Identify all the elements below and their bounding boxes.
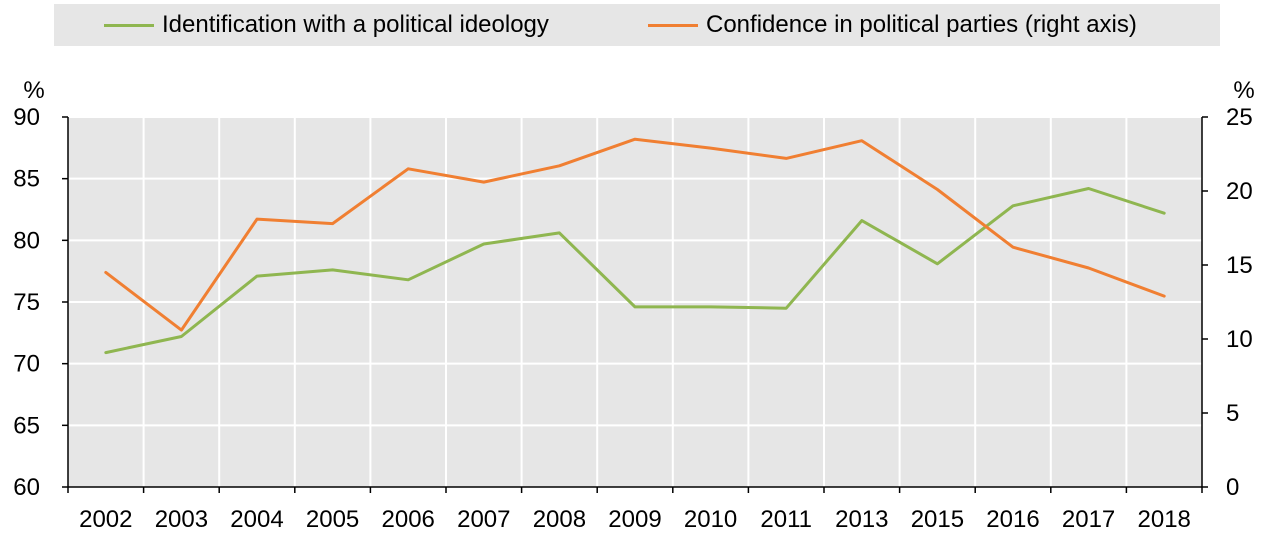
- x-tick-label: 2007: [457, 506, 510, 533]
- x-tick-label: 2013: [835, 506, 888, 533]
- legend-item-ideology: Identification with a political ideology: [104, 4, 549, 46]
- left-tick-label: 70: [13, 351, 40, 378]
- x-tick-label: 2003: [155, 506, 208, 533]
- left-tick-label: 85: [13, 166, 40, 193]
- right-tick-label: 20: [1226, 178, 1253, 205]
- x-tick-label: 2009: [608, 506, 661, 533]
- right-axis-unit: %: [1233, 77, 1254, 104]
- series-lines: [104, 137, 1166, 355]
- left-axis-unit: %: [23, 77, 44, 104]
- left-tick-label: 75: [13, 289, 40, 316]
- x-tick-label: 2002: [79, 506, 132, 533]
- legend-label-parties: Confidence in political parties (right a…: [706, 11, 1137, 38]
- series-line-parties: [104, 137, 1166, 332]
- grid-lines: [62, 116, 1208, 493]
- series-line-ideology: [104, 187, 1166, 355]
- x-tick-label: 2016: [986, 506, 1039, 533]
- x-tick-label: 2008: [533, 506, 586, 533]
- right-tick-label: 25: [1226, 104, 1253, 131]
- right-tick-label: 15: [1226, 252, 1253, 279]
- x-tick-label: 2005: [306, 506, 359, 533]
- right-tick-label: 0: [1226, 474, 1239, 501]
- legend-label-ideology: Identification with a political ideology: [162, 11, 549, 38]
- left-tick-label: 60: [13, 474, 40, 501]
- x-tick-label: 2006: [382, 506, 435, 533]
- x-tick-label: 2004: [230, 506, 283, 533]
- legend-swatch-ideology: [104, 23, 154, 27]
- x-tick-label: 2015: [911, 506, 964, 533]
- left-tick-label: 80: [13, 227, 40, 254]
- left-tick-label: 65: [13, 412, 40, 439]
- tick-labels: 60 65 70 75 80 85 90 0 5 10 15 20 25 2002 2003 2004 2005…: [13, 104, 1252, 533]
- x-tick-label: 2017: [1062, 506, 1115, 533]
- legend: Identification with a political ideology…: [54, 4, 1220, 46]
- legend-swatch-parties: [648, 23, 698, 27]
- left-tick-label: 90: [13, 104, 40, 131]
- right-tick-label: 10: [1226, 326, 1253, 353]
- x-tick-label: 2011: [760, 506, 812, 533]
- x-tick-label: 2010: [684, 506, 737, 533]
- x-tick-label: 2018: [1138, 506, 1191, 533]
- legend-item-parties: Confidence in political parties (right a…: [648, 4, 1137, 46]
- right-tick-label: 5: [1226, 400, 1239, 427]
